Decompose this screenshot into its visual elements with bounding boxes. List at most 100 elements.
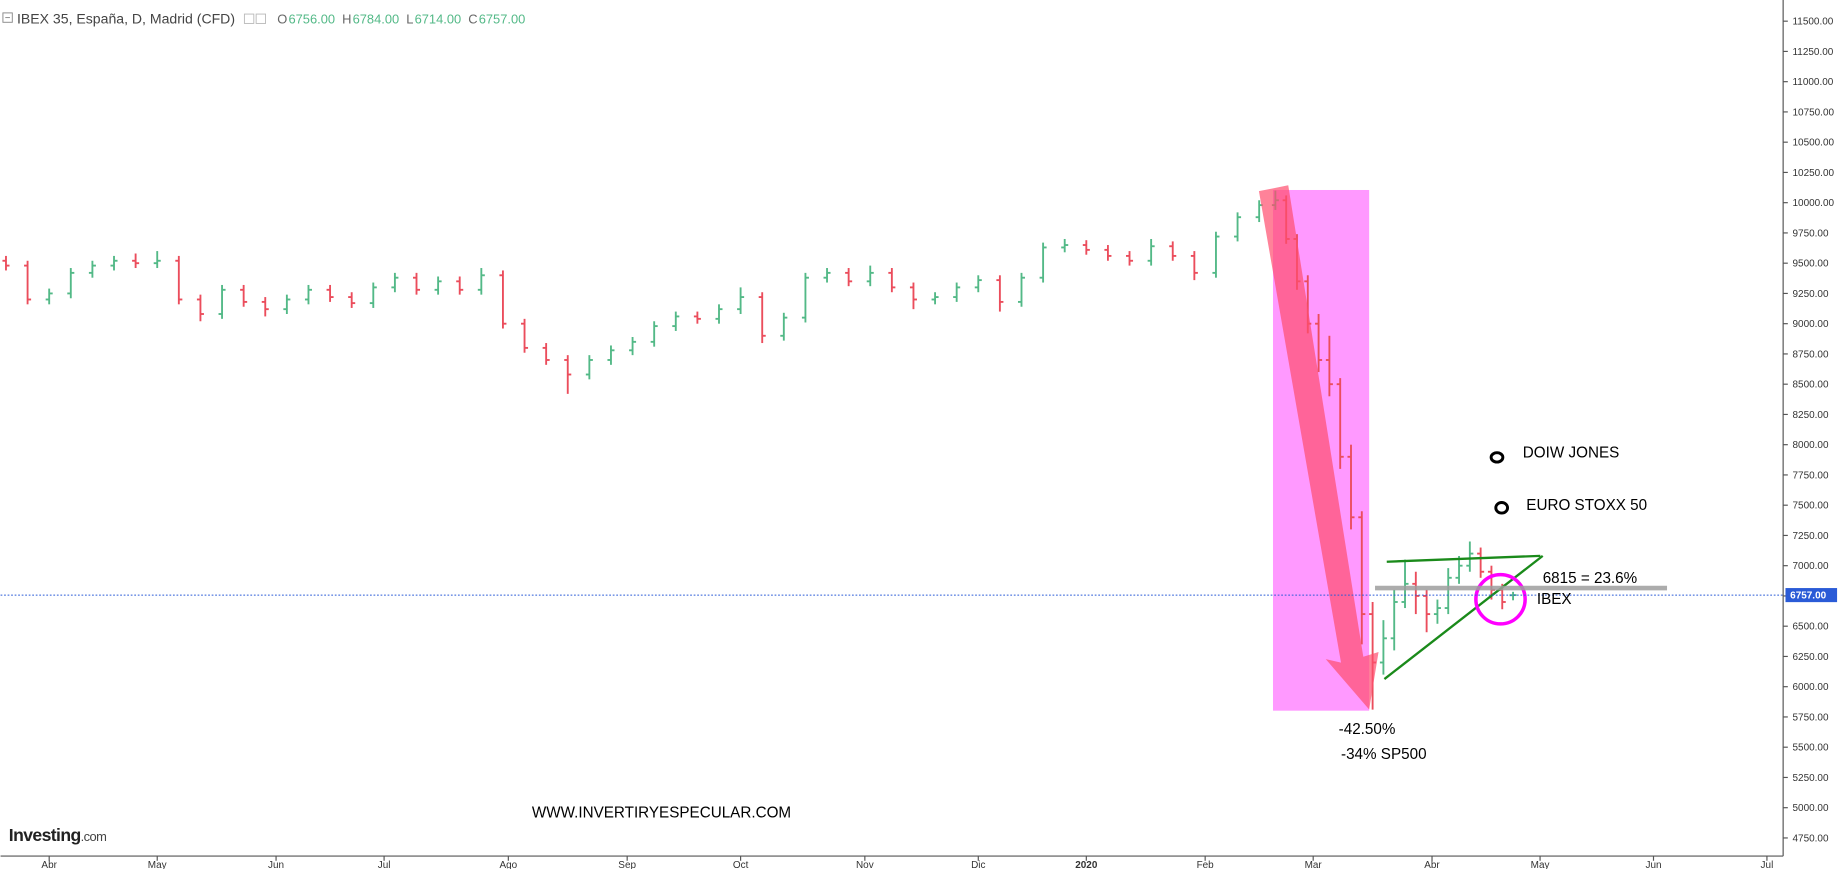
y-tick-label: 7000.00 xyxy=(1793,561,1829,572)
grid-layer: 4750.00 5000.00 5250.00 5500.00 5750.00 6000.… xyxy=(41,17,1834,869)
x-tick-label: 2020 xyxy=(1075,860,1098,869)
ohlc-bar xyxy=(629,336,637,356)
ohlc-bar xyxy=(412,272,421,295)
stoxx-marker xyxy=(1494,501,1510,515)
ohlc-bar xyxy=(1039,242,1047,283)
y-tick-label: 6500.00 xyxy=(1793,622,1829,633)
legend-value: 6714.00 xyxy=(415,11,462,26)
y-tick-label: 7750.00 xyxy=(1793,470,1829,481)
ohlc-bar xyxy=(1336,378,1344,469)
bars-layer xyxy=(2,190,1517,710)
collapse-icon[interactable] xyxy=(2,12,13,23)
ohlc-bar xyxy=(1433,599,1441,624)
ohlc-bar xyxy=(456,276,464,295)
ohlc-bar xyxy=(240,284,248,307)
x-tick-label: Jul xyxy=(378,860,391,869)
x-tick-label: May xyxy=(1531,860,1550,869)
ohlc-bar xyxy=(1061,238,1069,253)
y-tick-label: 9500.00 xyxy=(1793,259,1829,270)
y-tick-label: 8750.00 xyxy=(1793,349,1829,360)
ohlc-bar xyxy=(218,284,226,319)
legend-icon xyxy=(255,13,266,24)
legend-value: 6757.00 xyxy=(479,11,526,26)
ohlc-bar xyxy=(1325,335,1333,397)
ohlc-bar xyxy=(1412,571,1420,615)
ohlc-bar xyxy=(758,292,766,344)
website: WWW.INVERTIRYESPECULAR.COM xyxy=(532,804,791,821)
ohlc-bar xyxy=(261,297,269,317)
x-tick-label: Ago xyxy=(499,860,517,869)
ohlc-bar xyxy=(996,275,1004,312)
y-tick-label: 11000.00 xyxy=(1793,77,1834,88)
annotation: IBEX xyxy=(1537,591,1572,608)
ohlc-bar xyxy=(1401,559,1409,609)
ohlc-bar xyxy=(607,345,615,365)
y-tick-label: 10500.00 xyxy=(1793,138,1835,149)
last-price-label: 6757.00 xyxy=(1790,591,1826,602)
ohlc-bar xyxy=(1147,238,1155,266)
dow-marker xyxy=(1489,451,1505,464)
ohlc-bar xyxy=(1315,314,1323,373)
legend-values: O 6756.00 H 6784.00 L 6714.00 C 6757.00 xyxy=(243,11,526,26)
y-tick-label: 4750.00 xyxy=(1793,833,1829,844)
annotation: EURO STOXX 50 xyxy=(1526,497,1647,514)
ohlc-bar xyxy=(672,311,680,331)
brand-suffix: .com xyxy=(81,829,107,844)
ohlc-bar xyxy=(1126,251,1134,266)
resistance-line xyxy=(1386,554,1541,563)
x-tick-label: Dic xyxy=(971,860,985,869)
ohlc-bar xyxy=(823,268,831,283)
brand-name: Investing xyxy=(9,825,81,845)
ohlc-bar xyxy=(45,288,53,305)
x-tick-label: Jun xyxy=(1645,860,1661,869)
y-tick-label: 7500.00 xyxy=(1793,501,1829,512)
y-tick-label: 5750.00 xyxy=(1793,712,1829,723)
y-tick-label: 5000.00 xyxy=(1793,803,1829,814)
x-tick-label: Sep xyxy=(618,860,636,869)
y-tick-label: 6000.00 xyxy=(1793,682,1829,693)
ohlc-bar xyxy=(845,268,853,287)
ohlc-bar xyxy=(1444,568,1452,615)
ohlc-bar xyxy=(348,292,356,308)
y-tick-label: 10000.00 xyxy=(1793,198,1835,209)
ohlc-bar xyxy=(283,294,291,315)
ohlc-bar xyxy=(888,268,896,293)
ohlc-bar xyxy=(499,270,507,329)
y-tick-label: 10250.00 xyxy=(1793,168,1835,179)
ohlc-bar xyxy=(326,284,334,302)
ohlc-bar xyxy=(1423,589,1431,633)
crash-arrow xyxy=(1258,185,1379,710)
ohlc-bar xyxy=(866,265,874,287)
last-price-box xyxy=(1785,588,1838,603)
ohlc-bar xyxy=(650,321,658,347)
y-tick-label: 6250.00 xyxy=(1793,652,1829,663)
legend-value: 6784.00 xyxy=(353,11,400,26)
annotation: DOIW JONES xyxy=(1523,444,1620,461)
ohlc-bar xyxy=(67,268,75,299)
symbol-title: IBEX 35, España, D, Madrid (CFD) xyxy=(17,10,235,26)
ohlc-bar xyxy=(801,272,809,323)
ohlc-bar xyxy=(477,268,485,295)
legend-key: L xyxy=(406,11,413,26)
x-tick-label: Jul xyxy=(1761,860,1774,869)
y-tick-label: 10750.00 xyxy=(1793,107,1835,118)
annotation: 6815 = 23.6% xyxy=(1543,570,1637,587)
x-tick-label: Nov xyxy=(856,860,874,869)
legend-key: H xyxy=(342,11,351,26)
ohlc-bar xyxy=(110,255,118,271)
ohlc-bar xyxy=(434,276,442,295)
ohlc-bar xyxy=(88,260,96,278)
ohlc-bar xyxy=(153,251,161,269)
ohlc-bar xyxy=(1347,444,1355,530)
x-tick-label: May xyxy=(148,860,167,869)
ohlc-bar xyxy=(1212,231,1220,278)
y-tick-label: 8500.00 xyxy=(1793,380,1829,391)
ohlc-bar xyxy=(521,318,529,353)
ohlc-bar xyxy=(1455,556,1463,584)
x-tick-label: Abr xyxy=(41,860,57,869)
ohlc-bar xyxy=(1169,241,1177,261)
brand-logo: Investing.com xyxy=(9,825,106,845)
y-tick-label: 9000.00 xyxy=(1793,319,1829,330)
ohlc-bar xyxy=(974,275,982,293)
